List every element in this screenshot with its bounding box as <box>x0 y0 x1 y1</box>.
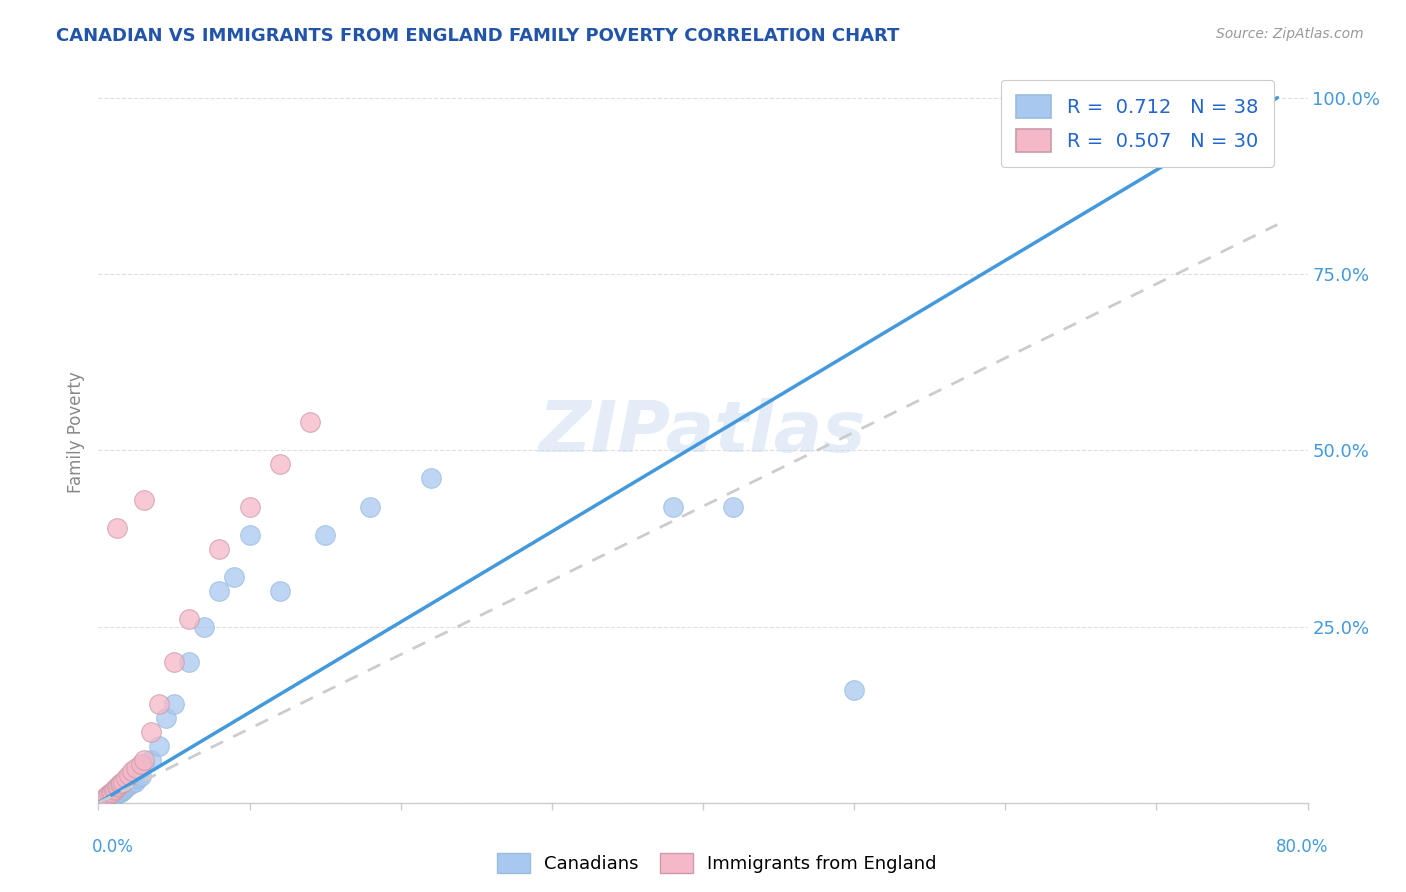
Point <box>141 725 163 739</box>
Point <box>94 790 117 805</box>
Point <box>114 780 136 795</box>
Point <box>124 774 146 789</box>
Point <box>132 757 155 772</box>
Point <box>239 528 262 542</box>
Point <box>127 771 149 785</box>
Point <box>104 788 127 802</box>
Point <box>723 500 745 514</box>
Point <box>98 791 121 805</box>
Point <box>112 781 135 796</box>
Point <box>224 570 246 584</box>
Text: CANADIAN VS IMMIGRANTS FROM ENGLAND FAMILY POVERTY CORRELATION CHART: CANADIAN VS IMMIGRANTS FROM ENGLAND FAMI… <box>56 27 900 45</box>
Point <box>103 783 125 797</box>
Point <box>105 521 128 535</box>
Point <box>132 754 155 768</box>
Point <box>141 754 163 768</box>
Point <box>110 776 132 790</box>
Point <box>239 500 262 514</box>
Point <box>104 781 127 796</box>
Point <box>420 471 443 485</box>
Point <box>118 778 141 792</box>
Point <box>129 757 152 772</box>
Point <box>269 584 291 599</box>
Point <box>96 789 118 803</box>
Legend: Canadians, Immigrants from England: Canadians, Immigrants from England <box>491 846 943 880</box>
Point <box>107 786 129 800</box>
Point <box>125 760 148 774</box>
Point <box>100 790 122 805</box>
Point <box>101 790 124 805</box>
Point <box>129 769 152 783</box>
Point <box>107 779 129 793</box>
Point <box>118 767 141 781</box>
Y-axis label: Family Poverty: Family Poverty <box>66 372 84 493</box>
Point <box>179 612 201 626</box>
Point <box>163 655 186 669</box>
Point <box>96 792 118 806</box>
Point <box>105 787 128 801</box>
Point <box>1024 97 1046 112</box>
Point <box>661 500 683 514</box>
Point <box>93 791 115 805</box>
Point <box>148 697 170 711</box>
Point <box>121 764 143 778</box>
Text: ZIPatlas: ZIPatlas <box>540 398 866 467</box>
Point <box>269 458 291 472</box>
Point <box>193 619 215 633</box>
Point <box>148 739 170 754</box>
Point <box>94 793 117 807</box>
Point <box>121 776 143 790</box>
Point <box>208 541 231 556</box>
Point <box>299 415 322 429</box>
Legend: R =  0.712   N = 38, R =  0.507   N = 30: R = 0.712 N = 38, R = 0.507 N = 30 <box>1001 79 1274 168</box>
Point <box>111 783 134 797</box>
Point <box>155 711 177 725</box>
Point <box>108 777 131 791</box>
Point <box>105 780 128 795</box>
Point <box>111 774 134 789</box>
Point <box>108 785 131 799</box>
Point <box>98 788 121 802</box>
Point <box>360 500 382 514</box>
Point <box>91 794 114 808</box>
Point <box>132 492 155 507</box>
Point <box>208 584 231 599</box>
Point <box>100 786 122 800</box>
Point <box>110 784 132 798</box>
Point <box>163 697 186 711</box>
Point <box>101 784 124 798</box>
Point <box>91 793 114 807</box>
Point <box>314 528 336 542</box>
Point <box>114 771 136 785</box>
Point <box>844 683 866 698</box>
Point <box>179 655 201 669</box>
Text: Source: ZipAtlas.com: Source: ZipAtlas.com <box>1216 27 1364 41</box>
Text: 0.0%: 0.0% <box>91 838 134 855</box>
Point <box>103 789 125 803</box>
Text: 80.0%: 80.0% <box>1277 838 1329 855</box>
